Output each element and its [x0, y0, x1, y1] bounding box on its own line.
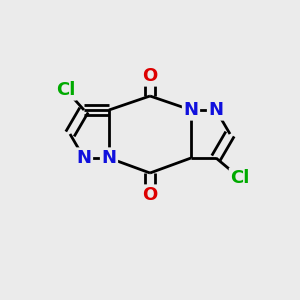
Text: N: N	[184, 101, 199, 119]
Text: N: N	[101, 149, 116, 167]
Text: N: N	[76, 149, 92, 167]
Text: O: O	[142, 186, 158, 204]
Text: Cl: Cl	[230, 169, 250, 187]
Text: Cl: Cl	[56, 81, 76, 99]
Text: O: O	[142, 67, 158, 85]
Text: N: N	[208, 101, 224, 119]
